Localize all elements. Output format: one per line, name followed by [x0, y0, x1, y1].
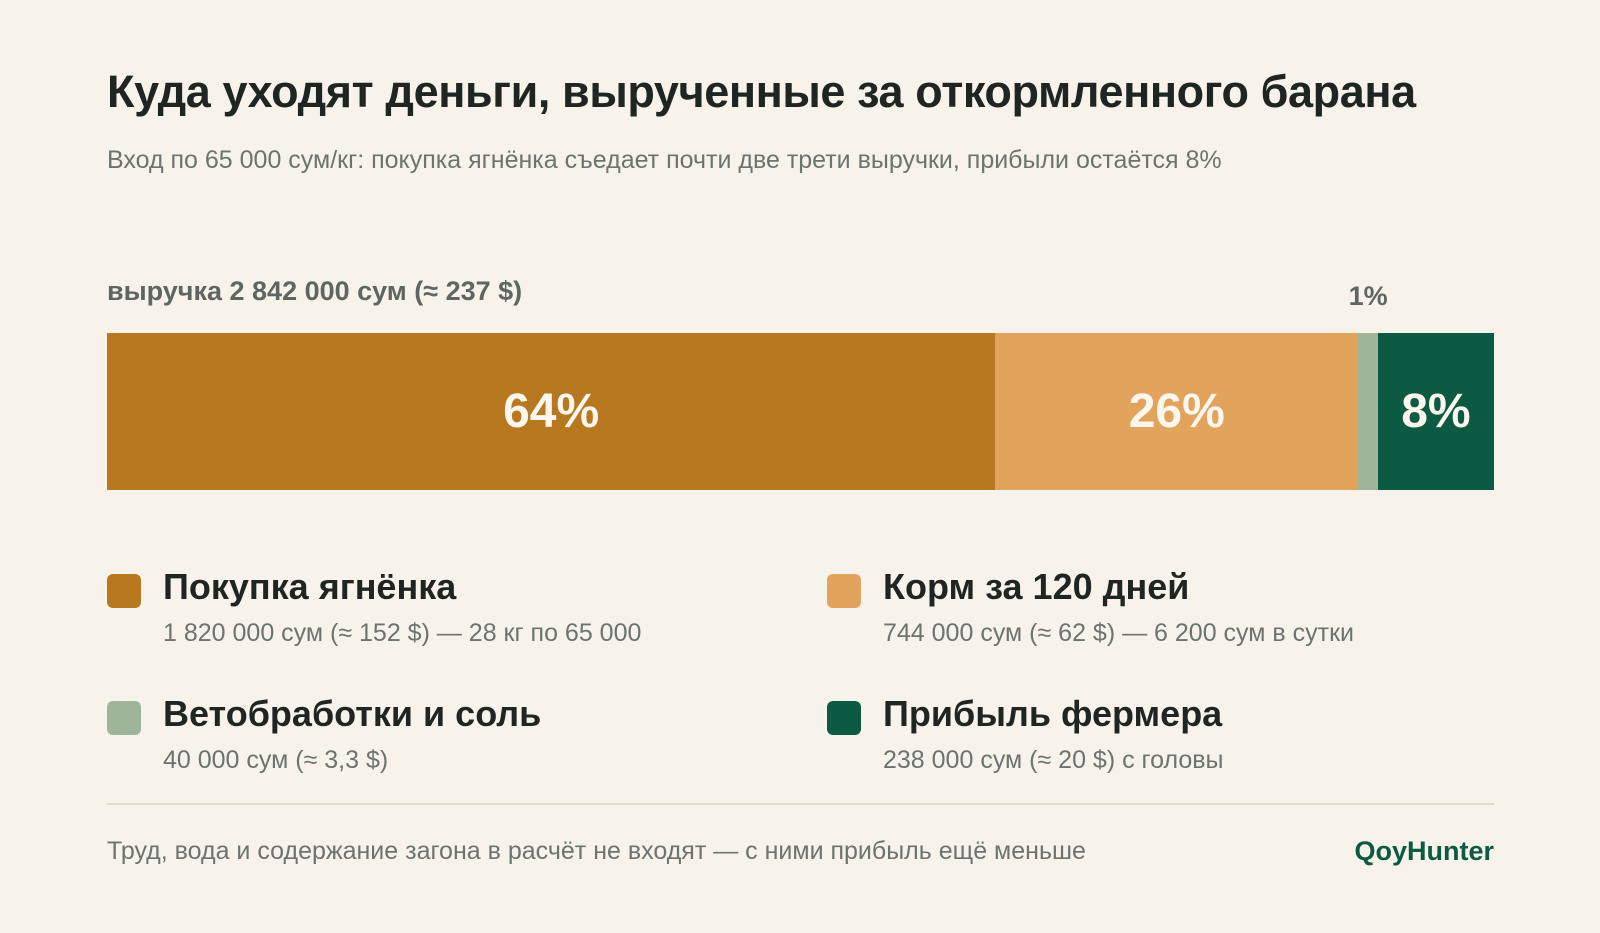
legend-name: Корм за 120 дней	[883, 566, 1190, 607]
chart-title: Куда уходят деньги, вырученные за откорм…	[107, 66, 1416, 117]
legend-swatch-vet	[107, 701, 141, 735]
bar-segment-lamb	[107, 333, 996, 490]
legend-name: Прибыль фермера	[883, 693, 1223, 734]
legend-detail: 40 000 сум (≈ 3,3 $)	[163, 746, 389, 774]
bar-percent-label-profit: 8%	[1401, 385, 1471, 438]
legend-swatch-lamb	[107, 574, 141, 608]
bar-percent-label-lamb: 64%	[503, 385, 600, 438]
bar-segment-feed	[995, 333, 1359, 490]
bar-segment-profit	[1377, 333, 1494, 490]
legend-name: Ветобработки и соль	[163, 693, 542, 734]
footnote: Труд, вода и содержание загона в расчёт …	[107, 837, 1086, 865]
chart-subtitle: Вход по 65 000 сум/кг: покупка ягнёнка с…	[107, 146, 1222, 174]
legend-swatch-profit	[827, 701, 861, 735]
bar-percent-label-vet: 1%	[1348, 281, 1388, 311]
bar-segment-vet	[1358, 333, 1378, 490]
revenue-total-label: выручка 2 842 000 сум (≈ 237 $)	[107, 276, 523, 306]
legend-detail: 744 000 сум (≈ 62 $) — 6 200 сум в сутки	[883, 619, 1354, 647]
bar-percent-label-feed: 26%	[1128, 385, 1225, 438]
footer-divider	[107, 803, 1494, 805]
brand-logo[interactable]: QoyHunter	[1354, 836, 1494, 866]
legend-swatch-feed	[827, 574, 861, 608]
legend-name: Покупка ягнёнка	[163, 566, 457, 607]
legend-detail: 1 820 000 сум (≈ 152 $) — 28 кг по 65 00…	[163, 619, 642, 647]
stacked-bar: 64% 26% 8%	[107, 333, 1494, 490]
legend-detail: 238 000 сум (≈ 20 $) с головы	[883, 746, 1224, 774]
